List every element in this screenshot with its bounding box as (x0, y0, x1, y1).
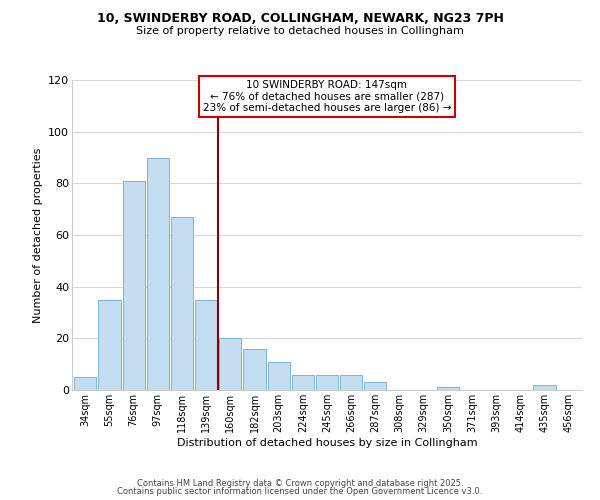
Bar (292, 374, 314, 390)
Bar (74, 377, 97, 390)
Text: Size of property relative to detached houses in Collingham: Size of property relative to detached ho… (136, 26, 464, 36)
Bar (244, 348, 266, 390)
Bar (340, 374, 362, 390)
Bar (533, 385, 556, 390)
Bar (364, 382, 386, 390)
Text: 10 SWINDERBY ROAD: 147sqm
← 76% of detached houses are smaller (287)
23% of semi: 10 SWINDERBY ROAD: 147sqm ← 76% of detac… (203, 80, 451, 113)
Bar (268, 362, 290, 390)
Bar (195, 300, 217, 390)
Bar (146, 158, 169, 390)
Bar (122, 180, 145, 390)
Bar (316, 374, 338, 390)
Y-axis label: Number of detached properties: Number of detached properties (32, 148, 43, 322)
Bar (437, 388, 459, 390)
X-axis label: Distribution of detached houses by size in Collingham: Distribution of detached houses by size … (176, 438, 478, 448)
Bar (171, 217, 193, 390)
Bar (219, 338, 241, 390)
Text: Contains public sector information licensed under the Open Government Licence v3: Contains public sector information licen… (118, 487, 482, 496)
Bar (98, 300, 121, 390)
Text: 10, SWINDERBY ROAD, COLLINGHAM, NEWARK, NG23 7PH: 10, SWINDERBY ROAD, COLLINGHAM, NEWARK, … (97, 12, 503, 26)
Text: Contains HM Land Registry data © Crown copyright and database right 2025.: Contains HM Land Registry data © Crown c… (137, 478, 463, 488)
